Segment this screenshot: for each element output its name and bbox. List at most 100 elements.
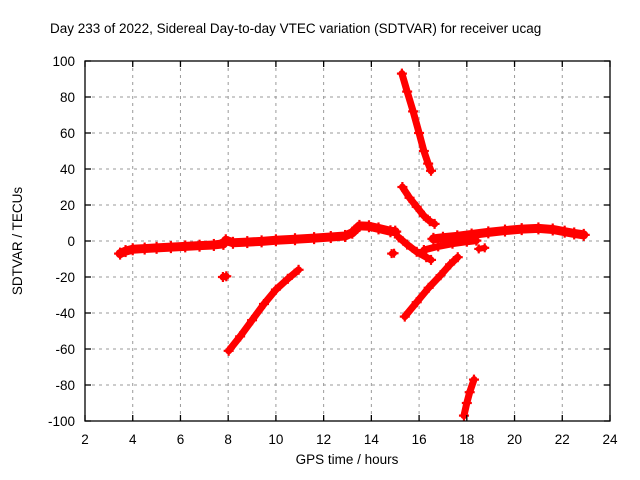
x-tick-label: 22 [555,432,570,447]
data-marker-plus [282,273,293,284]
data-marker-plus [435,270,446,281]
data-marker-plus [429,218,440,229]
data-marker-plus [499,224,511,237]
data-marker-plus [114,247,127,260]
data-marker-plus [289,233,301,246]
data-marker-plus [418,146,429,156]
data-marker-plus [393,232,404,243]
y-tick-label: 100 [52,54,75,69]
data-marker-plus [221,271,232,282]
data-marker-plus [411,297,422,308]
data-marker-plus [223,345,234,356]
data-marker-plus [179,240,192,253]
y-tick-label: 60 [60,126,75,141]
data-series-layer [114,68,590,421]
data-marker-plus [447,238,458,249]
y-axis-label: SDTVAR / TECUs [10,187,25,296]
data-marker-plus [339,229,352,242]
y-tick-label: -100 [48,414,75,429]
x-tick-label: 20 [507,432,522,447]
x-axis-label: GPS time / hours [296,452,399,467]
data-marker-plus [577,228,590,241]
data-marker-plus [418,245,429,255]
data-marker-plus [414,128,425,138]
data-marker-plus [436,231,449,244]
data-marker-plus [482,226,495,239]
axis-tick-labels: 2 4 6 8 10 12 14 16 18 20 22 24-100-80-60-40-200204… [48,54,618,447]
data-marker-plus [404,192,415,203]
data-marker-plus [138,242,151,255]
data-marker-plus [423,158,434,169]
data-marker-plus [558,225,571,238]
data-marker-plus [324,231,337,244]
y-tick-label: -60 [55,342,75,357]
x-tick-label: 6 [177,432,185,447]
data-marker-plus [389,225,402,238]
data-marker-plus [219,234,232,247]
data-marker-plus [269,234,282,247]
data-marker-plus [468,374,479,385]
y-tick-label: -80 [55,378,75,393]
data-marker-plus [546,223,559,236]
data-marker-plus [426,254,437,265]
x-tick-label: 16 [412,432,427,447]
data-marker-plus [362,220,375,233]
data-marker-plus [399,311,410,322]
data-marker-plus [241,236,254,249]
data-marker-plus [193,239,206,252]
chart-title: Day 233 of 2022, Sidereal Day-to-day VTE… [50,21,541,36]
y-tick-label: -20 [55,270,75,285]
data-marker-plus [372,222,385,235]
x-tick-label: 18 [459,432,474,447]
data-marker-plus [461,236,472,247]
data-marker-plus [346,226,359,239]
data-marker-plus [445,259,456,270]
y-tick-label: 80 [60,90,75,105]
data-marker-plus [164,241,177,254]
data-marker-plus [418,210,429,221]
x-tick-label: 10 [268,432,283,447]
y-tick-label: 0 [67,234,75,249]
data-marker-plus [255,235,268,248]
data-marker-plus [258,299,269,309]
data-marker-plus [293,264,304,275]
data-marker-plus [308,232,321,245]
data-marker-plus [411,201,422,212]
data-marker-plus [150,241,163,254]
data-marker-plus [408,106,419,117]
x-tick-label: 8 [224,432,232,447]
data-marker-plus [471,235,482,246]
data-marker-plus [423,282,434,293]
y-tick-label: 40 [60,162,75,177]
data-marker-plus [119,245,132,258]
data-marker-plus [247,315,258,326]
y-tick-label: -40 [55,306,75,321]
data-marker-plus [433,241,444,252]
data-marker-plus [464,387,475,398]
data-marker-plus [532,222,545,235]
y-tick-label: 20 [60,198,75,213]
x-tick-label: 2 [81,432,89,447]
data-marker-plus [126,243,139,256]
data-marker-plus [270,284,281,295]
x-tick-label: 14 [364,432,380,447]
data-marker-plus [402,86,413,97]
data-marker-plus [235,331,246,342]
data-marker-plus [426,165,437,176]
data-marker-plus [411,246,422,257]
data-marker-plus [397,182,408,192]
x-tick-label: 24 [602,432,618,447]
x-tick-label: 12 [316,432,331,447]
data-marker-plus [568,227,581,240]
data-series-bottom-steep-segment [460,376,478,420]
data-marker-plus [461,398,472,408]
data-marker-plus [226,236,239,249]
data-marker-plus [480,243,490,253]
data-series-lower-right-ascent [401,253,462,321]
x-tick-label: 4 [129,432,137,447]
data-marker-plus [515,223,528,236]
data-marker-plus [452,252,463,263]
data-marker-plus [389,248,399,258]
